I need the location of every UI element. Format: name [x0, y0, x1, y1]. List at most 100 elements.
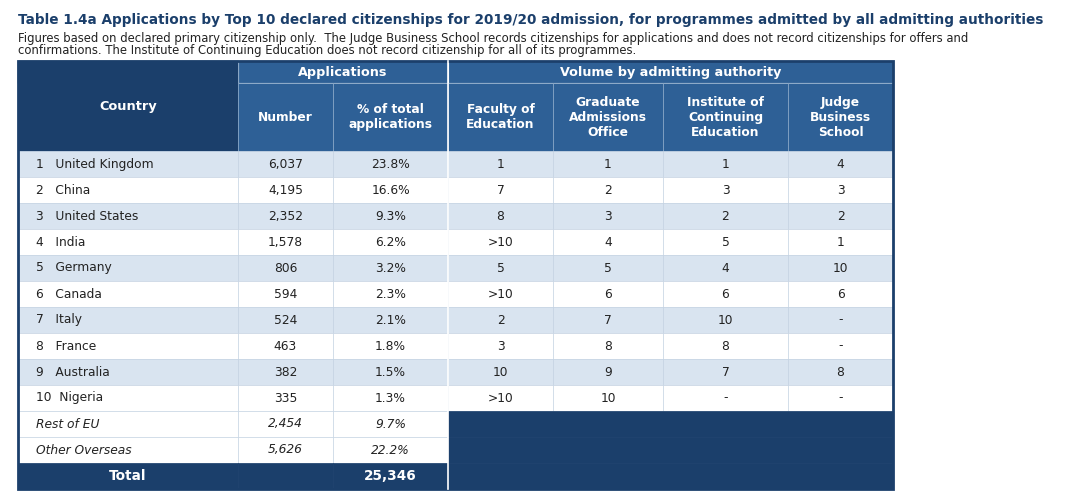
Text: -: -	[838, 391, 842, 404]
Text: 5   Germany: 5 Germany	[36, 262, 111, 275]
Text: 5: 5	[497, 262, 504, 275]
Bar	[448, 333, 553, 359]
Bar	[553, 151, 663, 177]
Text: 9: 9	[604, 366, 612, 378]
Text: Graduate
Admissions
Office: Graduate Admissions Office	[569, 96, 647, 138]
Text: 7: 7	[497, 184, 504, 197]
Text: 5: 5	[604, 262, 612, 275]
Bar	[238, 281, 333, 307]
Text: 463: 463	[274, 340, 297, 353]
Bar	[788, 203, 893, 229]
Bar	[333, 463, 448, 489]
Text: 9   Australia: 9 Australia	[36, 366, 109, 378]
Text: Rest of EU: Rest of EU	[36, 417, 99, 431]
Text: 1: 1	[837, 235, 845, 248]
Text: Number: Number	[258, 111, 313, 124]
Bar	[448, 83, 553, 151]
Text: 10  Nigeria: 10 Nigeria	[36, 391, 103, 404]
Text: 3   United States: 3 United States	[36, 210, 138, 222]
Bar	[18, 203, 238, 229]
Bar	[663, 385, 788, 411]
Bar	[448, 229, 553, 255]
Text: 6,037: 6,037	[268, 157, 302, 171]
Text: 8: 8	[837, 366, 845, 378]
Text: 2: 2	[604, 184, 612, 197]
Text: Volume by admitting authority: Volume by admitting authority	[559, 65, 781, 78]
Bar	[18, 177, 238, 203]
Bar	[448, 385, 553, 411]
Text: 6   Canada: 6 Canada	[36, 288, 102, 300]
Text: -: -	[838, 340, 842, 353]
Text: 1.8%: 1.8%	[375, 340, 406, 353]
Bar	[448, 151, 553, 177]
Text: 7   Italy: 7 Italy	[36, 313, 82, 326]
Text: 5: 5	[721, 235, 729, 248]
Text: Table 1.4a Applications by Top 10 declared citizenships for 2019/20 admission, f: Table 1.4a Applications by Top 10 declar…	[18, 13, 1043, 27]
Text: 2.1%: 2.1%	[375, 313, 406, 326]
Text: 6: 6	[604, 288, 612, 300]
Bar	[238, 463, 333, 489]
Text: 23.8%: 23.8%	[372, 157, 410, 171]
Text: 3: 3	[497, 340, 504, 353]
Text: 3: 3	[837, 184, 845, 197]
Text: >10: >10	[488, 391, 513, 404]
Bar	[333, 359, 448, 385]
Text: 10: 10	[833, 262, 848, 275]
Bar	[448, 411, 893, 437]
Text: 806: 806	[274, 262, 297, 275]
Bar	[18, 229, 238, 255]
Text: 25,346: 25,346	[364, 469, 417, 483]
Bar	[788, 83, 893, 151]
Bar	[333, 177, 448, 203]
Bar	[238, 333, 333, 359]
Text: 5,626: 5,626	[268, 444, 302, 457]
Bar	[448, 281, 553, 307]
Bar	[448, 255, 553, 281]
Text: 10: 10	[718, 313, 733, 326]
Bar	[238, 307, 333, 333]
Bar	[18, 307, 238, 333]
Bar	[18, 463, 238, 489]
Text: 6.2%: 6.2%	[375, 235, 406, 248]
Text: 2: 2	[497, 313, 504, 326]
Text: 2,454: 2,454	[268, 417, 302, 431]
Bar	[238, 385, 333, 411]
Bar	[788, 385, 893, 411]
Text: 594: 594	[274, 288, 297, 300]
Bar	[238, 177, 333, 203]
Text: 2.3%: 2.3%	[375, 288, 406, 300]
Bar	[448, 177, 553, 203]
Text: 8   France: 8 France	[36, 340, 96, 353]
Text: 1,578: 1,578	[268, 235, 303, 248]
Text: 4   India: 4 India	[36, 235, 85, 248]
Bar	[663, 255, 788, 281]
Bar	[788, 281, 893, 307]
Bar	[788, 229, 893, 255]
Text: 2,352: 2,352	[268, 210, 303, 222]
Bar	[333, 307, 448, 333]
Bar	[238, 255, 333, 281]
Bar	[333, 203, 448, 229]
Text: 3: 3	[721, 184, 729, 197]
Bar	[333, 229, 448, 255]
Text: 1   United Kingdom: 1 United Kingdom	[36, 157, 153, 171]
Text: -: -	[724, 391, 728, 404]
Text: 8: 8	[604, 340, 612, 353]
Bar	[553, 307, 663, 333]
Bar	[663, 177, 788, 203]
Bar	[788, 177, 893, 203]
Text: -: -	[838, 313, 842, 326]
Text: 6: 6	[837, 288, 845, 300]
Text: 335: 335	[274, 391, 297, 404]
Bar	[448, 437, 893, 463]
Bar	[553, 229, 663, 255]
Bar	[333, 255, 448, 281]
Bar	[663, 229, 788, 255]
Bar	[448, 463, 893, 489]
Bar	[18, 333, 238, 359]
Bar	[663, 281, 788, 307]
Bar	[18, 151, 238, 177]
Text: 10: 10	[600, 391, 616, 404]
Bar	[553, 83, 663, 151]
Bar	[18, 61, 893, 489]
